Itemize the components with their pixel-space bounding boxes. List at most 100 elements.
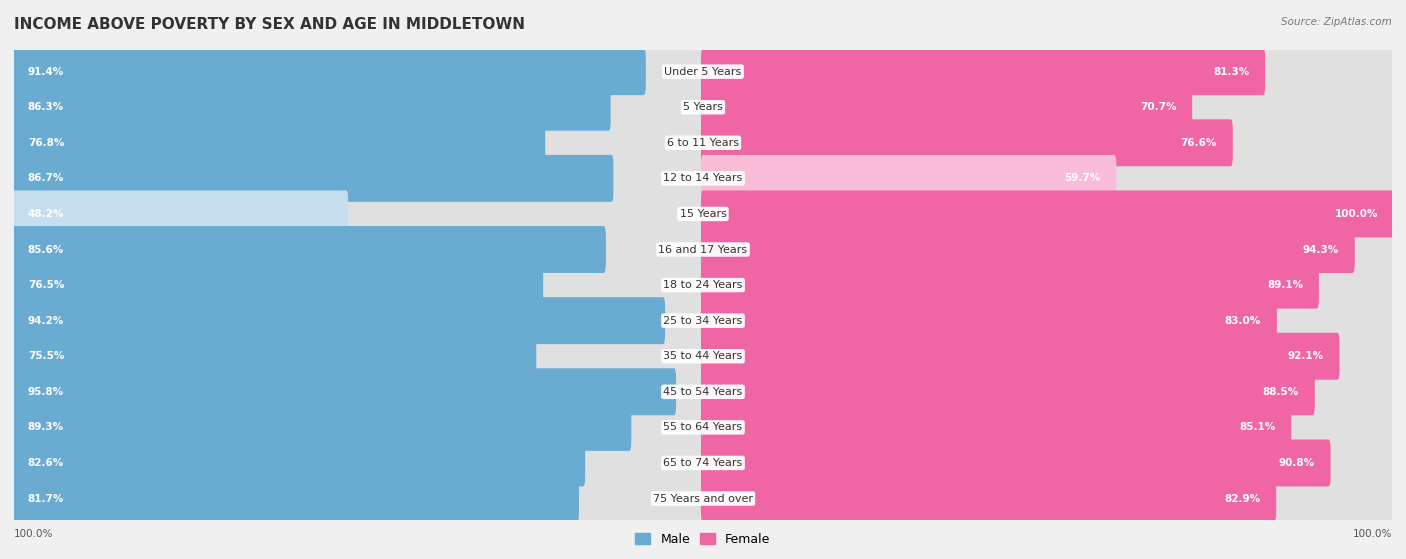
FancyBboxPatch shape xyxy=(702,262,1319,309)
Text: 45 to 54 Years: 45 to 54 Years xyxy=(664,387,742,397)
Text: 90.8%: 90.8% xyxy=(1278,458,1315,468)
FancyBboxPatch shape xyxy=(13,119,704,166)
FancyBboxPatch shape xyxy=(702,262,1393,309)
Text: 81.3%: 81.3% xyxy=(1213,67,1250,77)
FancyBboxPatch shape xyxy=(13,191,704,238)
FancyBboxPatch shape xyxy=(13,226,606,273)
FancyBboxPatch shape xyxy=(13,48,1393,95)
FancyBboxPatch shape xyxy=(13,333,1393,380)
FancyBboxPatch shape xyxy=(13,155,1393,202)
Text: 100.0%: 100.0% xyxy=(1334,209,1378,219)
FancyBboxPatch shape xyxy=(702,333,1393,380)
Text: 6 to 11 Years: 6 to 11 Years xyxy=(666,138,740,148)
Text: 76.8%: 76.8% xyxy=(28,138,65,148)
FancyBboxPatch shape xyxy=(13,404,631,451)
FancyBboxPatch shape xyxy=(13,262,1393,309)
Text: 82.6%: 82.6% xyxy=(28,458,65,468)
FancyBboxPatch shape xyxy=(13,191,349,238)
FancyBboxPatch shape xyxy=(13,404,1393,451)
FancyBboxPatch shape xyxy=(13,155,613,202)
Text: 100.0%: 100.0% xyxy=(1353,529,1392,539)
FancyBboxPatch shape xyxy=(702,191,1393,238)
FancyBboxPatch shape xyxy=(702,48,1265,95)
FancyBboxPatch shape xyxy=(13,84,704,131)
FancyBboxPatch shape xyxy=(702,368,1393,415)
Text: 59.7%: 59.7% xyxy=(1064,173,1101,183)
FancyBboxPatch shape xyxy=(13,475,1393,522)
FancyBboxPatch shape xyxy=(702,475,1393,522)
Text: 65 to 74 Years: 65 to 74 Years xyxy=(664,458,742,468)
FancyBboxPatch shape xyxy=(13,297,1393,344)
FancyBboxPatch shape xyxy=(702,119,1393,166)
FancyBboxPatch shape xyxy=(702,475,1277,522)
Text: 16 and 17 Years: 16 and 17 Years xyxy=(658,244,748,254)
FancyBboxPatch shape xyxy=(13,84,1393,131)
Text: 94.2%: 94.2% xyxy=(28,316,65,326)
FancyBboxPatch shape xyxy=(702,84,1393,131)
Text: 18 to 24 Years: 18 to 24 Years xyxy=(664,280,742,290)
Text: INCOME ABOVE POVERTY BY SEX AND AGE IN MIDDLETOWN: INCOME ABOVE POVERTY BY SEX AND AGE IN M… xyxy=(14,17,524,32)
Text: Source: ZipAtlas.com: Source: ZipAtlas.com xyxy=(1281,17,1392,27)
Text: 75 Years and over: 75 Years and over xyxy=(652,494,754,504)
Text: 35 to 44 Years: 35 to 44 Years xyxy=(664,351,742,361)
Text: 86.3%: 86.3% xyxy=(28,102,65,112)
Text: 91.4%: 91.4% xyxy=(28,67,65,77)
Text: 81.7%: 81.7% xyxy=(28,494,65,504)
FancyBboxPatch shape xyxy=(13,368,704,415)
FancyBboxPatch shape xyxy=(702,226,1355,273)
FancyBboxPatch shape xyxy=(702,119,1233,166)
FancyBboxPatch shape xyxy=(13,191,1393,238)
FancyBboxPatch shape xyxy=(702,84,1192,131)
Text: 70.7%: 70.7% xyxy=(1140,102,1177,112)
Text: 48.2%: 48.2% xyxy=(28,209,65,219)
Text: 76.5%: 76.5% xyxy=(28,280,65,290)
FancyBboxPatch shape xyxy=(13,84,610,131)
FancyBboxPatch shape xyxy=(702,297,1393,344)
FancyBboxPatch shape xyxy=(13,262,543,309)
FancyBboxPatch shape xyxy=(702,404,1393,451)
FancyBboxPatch shape xyxy=(702,191,1393,238)
FancyBboxPatch shape xyxy=(702,226,1393,273)
FancyBboxPatch shape xyxy=(13,404,704,451)
Text: 76.6%: 76.6% xyxy=(1181,138,1218,148)
FancyBboxPatch shape xyxy=(702,439,1393,486)
FancyBboxPatch shape xyxy=(702,297,1277,344)
Text: Under 5 Years: Under 5 Years xyxy=(665,67,741,77)
FancyBboxPatch shape xyxy=(702,439,1330,486)
FancyBboxPatch shape xyxy=(13,333,536,380)
FancyBboxPatch shape xyxy=(702,48,1393,95)
FancyBboxPatch shape xyxy=(702,333,1340,380)
FancyBboxPatch shape xyxy=(13,262,704,309)
FancyBboxPatch shape xyxy=(702,155,1116,202)
FancyBboxPatch shape xyxy=(13,333,704,380)
FancyBboxPatch shape xyxy=(13,439,1393,486)
Text: 100.0%: 100.0% xyxy=(14,529,53,539)
FancyBboxPatch shape xyxy=(13,475,579,522)
Text: 88.5%: 88.5% xyxy=(1263,387,1299,397)
Text: 94.3%: 94.3% xyxy=(1302,244,1339,254)
FancyBboxPatch shape xyxy=(13,368,1393,415)
Text: 5 Years: 5 Years xyxy=(683,102,723,112)
Text: 12 to 14 Years: 12 to 14 Years xyxy=(664,173,742,183)
Text: 83.0%: 83.0% xyxy=(1225,316,1261,326)
FancyBboxPatch shape xyxy=(702,404,1291,451)
Text: 95.8%: 95.8% xyxy=(28,387,63,397)
FancyBboxPatch shape xyxy=(13,439,585,486)
FancyBboxPatch shape xyxy=(13,439,704,486)
Text: 92.1%: 92.1% xyxy=(1288,351,1323,361)
Text: 25 to 34 Years: 25 to 34 Years xyxy=(664,316,742,326)
Text: 55 to 64 Years: 55 to 64 Years xyxy=(664,423,742,432)
FancyBboxPatch shape xyxy=(13,119,546,166)
Text: 86.7%: 86.7% xyxy=(28,173,65,183)
FancyBboxPatch shape xyxy=(702,155,1393,202)
FancyBboxPatch shape xyxy=(13,368,676,415)
FancyBboxPatch shape xyxy=(13,226,704,273)
Text: 85.1%: 85.1% xyxy=(1239,423,1275,432)
FancyBboxPatch shape xyxy=(702,368,1315,415)
Text: 89.1%: 89.1% xyxy=(1267,280,1303,290)
Legend: Male, Female: Male, Female xyxy=(630,528,776,551)
FancyBboxPatch shape xyxy=(13,155,704,202)
FancyBboxPatch shape xyxy=(13,226,1393,273)
FancyBboxPatch shape xyxy=(13,48,645,95)
FancyBboxPatch shape xyxy=(13,297,665,344)
